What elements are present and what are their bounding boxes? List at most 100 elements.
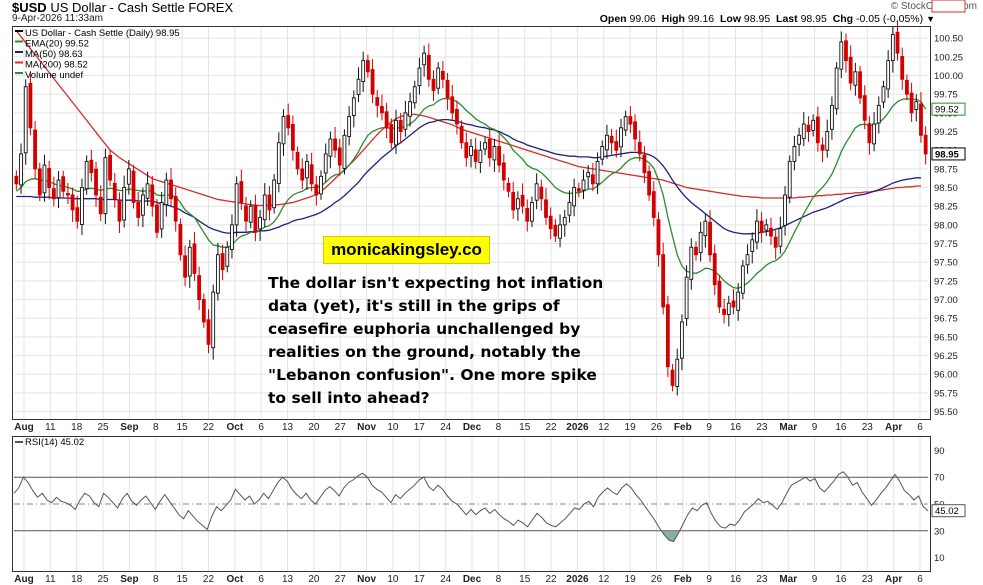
candle-body (670, 369, 675, 386)
candle-body (862, 95, 867, 121)
candle-body (192, 243, 197, 274)
candle-body (820, 144, 825, 151)
candle-body (361, 60, 366, 82)
price-tick-label: 100.25 (934, 52, 963, 63)
candle-body (122, 187, 127, 221)
candle-body (722, 308, 727, 315)
candle-body (572, 187, 577, 207)
candle-body (375, 97, 380, 106)
candle-body (703, 220, 708, 237)
last-value-label: 99.52 (935, 105, 959, 116)
candle-body (712, 253, 717, 286)
candle-body (98, 196, 103, 215)
price-x-tick-label: 18 (71, 422, 83, 433)
low-value: 98.95 (743, 13, 771, 25)
candle-body (473, 149, 478, 162)
rsi-x-tick-label: Aug (14, 574, 33, 585)
price-x-tick-label: 23 (756, 422, 768, 433)
price-tick-label: 100.50 (934, 34, 963, 45)
price-tick-label: 98.75 (934, 164, 958, 175)
rsi-x-tick-label: 23 (862, 574, 874, 585)
candle-body (65, 193, 70, 196)
rsi-x-tick-label: Sep (120, 574, 138, 585)
candle-body (262, 194, 267, 221)
candle-body (647, 171, 652, 196)
legend-entry: MA(200) 98.52 (25, 60, 88, 71)
price-tick-label: 96.25 (934, 351, 958, 362)
last-value-box (931, 0, 966, 13)
candle-body (365, 60, 370, 73)
candle-body (126, 168, 131, 185)
candle-body (890, 34, 895, 62)
candle-body (47, 168, 52, 188)
price-tick-label: 98.25 (934, 202, 958, 213)
candle-body (651, 191, 656, 218)
rsi-x-tick-label: 24 (440, 574, 452, 585)
candle-body (169, 179, 173, 200)
candle-body (380, 106, 384, 114)
price-x-tick-label: 8 (153, 422, 159, 433)
price-x-tick-label: Sep (120, 422, 138, 433)
symbol-title: $USD US Dollar - Cash Settle FOREX (12, 0, 233, 15)
candle-body (75, 207, 80, 222)
candle-body (80, 187, 84, 225)
rsi-x-tick-label: 17 (414, 574, 426, 585)
price-x-tick-label: Aug (14, 422, 33, 433)
candle-body (431, 78, 436, 91)
rsi-x-tick-label: 6 (917, 574, 923, 585)
rsi-x-tick-label: 20 (308, 574, 320, 585)
rsi-x-tick-label: Nov (357, 574, 376, 585)
legend-swatch (15, 40, 23, 43)
rsi-x-tick-label: 11 (45, 574, 56, 585)
candle-body (731, 300, 736, 308)
watermark-box: monicakingsley.co (323, 236, 490, 264)
symbol: $USD (12, 0, 47, 15)
candle-body (642, 154, 647, 174)
candle-body (914, 101, 919, 110)
candle-body (811, 119, 816, 131)
chg-label: Chg (832, 13, 854, 25)
candle-body (778, 228, 783, 247)
candle-body (665, 304, 670, 368)
price-tick-label: 95.75 (934, 388, 958, 399)
price-x-tick-label: 25 (97, 422, 109, 433)
legend-entry: Volume undef (25, 70, 83, 81)
candle-body (764, 224, 769, 231)
candle-body (412, 86, 417, 104)
candle-body (239, 181, 244, 203)
candle-body (300, 168, 305, 181)
candle-body (183, 255, 187, 278)
candle-body (440, 70, 445, 80)
rsi-x-tick-label: 23 (756, 574, 768, 585)
candle-body (173, 196, 178, 222)
legend-swatch (15, 30, 23, 32)
price-x-tick-label: 6 (917, 422, 923, 433)
price-x-tick-label: 22 (203, 422, 215, 433)
legend-swatch (15, 61, 23, 64)
last-value-label: 98.52 (935, 0, 959, 3)
price-x-tick-label: 26 (651, 422, 663, 433)
price-x-tick-label: 10 (387, 422, 399, 433)
candle-body (792, 146, 797, 162)
chevron-down-icon[interactable]: ▼ (926, 14, 935, 24)
candle-body (201, 299, 206, 323)
legends: US Dollar - Cash Settle (Daily) 98.95EMA… (15, 28, 180, 448)
candle-body (759, 220, 764, 233)
rsi-x-tick-label: Oct (226, 574, 243, 585)
price-x-tick-label: Nov (357, 422, 376, 433)
candle-body (492, 146, 497, 161)
candle-body (539, 186, 544, 200)
price-x-tick-label: 2026 (566, 422, 589, 433)
price-x-tick-label: 15 (519, 422, 531, 433)
rsi-x-tick-label: 15 (519, 574, 531, 585)
candle-body (408, 101, 412, 117)
candle-body (33, 129, 37, 170)
rsi-x-tick-label: Dec (463, 574, 482, 585)
candle-body (286, 115, 291, 129)
candle-body (858, 71, 862, 99)
price-tick-label: 96.75 (934, 314, 958, 325)
candle-body (511, 191, 516, 211)
candle-body (909, 92, 914, 114)
price-x-tick-label: 17 (414, 422, 426, 433)
candles (14, 20, 928, 396)
